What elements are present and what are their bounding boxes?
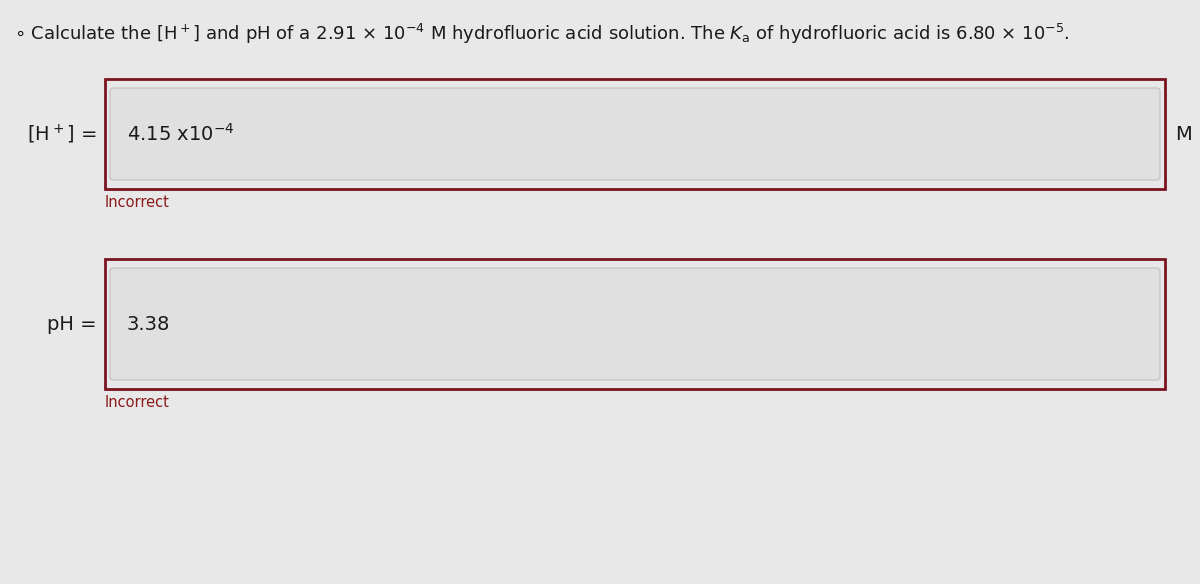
Text: $[\mathrm{H^+}]$ =: $[\mathrm{H^+}]$ = xyxy=(28,123,97,145)
Text: 4.15 x10$^{-4}$: 4.15 x10$^{-4}$ xyxy=(127,123,234,145)
FancyBboxPatch shape xyxy=(106,259,1165,389)
FancyBboxPatch shape xyxy=(106,79,1165,189)
Text: M: M xyxy=(1175,124,1192,144)
FancyBboxPatch shape xyxy=(110,88,1160,180)
Text: Incorrect: Incorrect xyxy=(106,195,170,210)
Text: Incorrect: Incorrect xyxy=(106,395,170,410)
FancyBboxPatch shape xyxy=(110,268,1160,380)
Text: 3.38: 3.38 xyxy=(127,315,170,333)
Text: pH =: pH = xyxy=(47,315,97,333)
Text: $\circ$ Calculate the $[\mathrm{H^+}]$ and pH of a 2.91 $\times$ 10$^{-4}$ M hyd: $\circ$ Calculate the $[\mathrm{H^+}]$ a… xyxy=(14,22,1069,46)
